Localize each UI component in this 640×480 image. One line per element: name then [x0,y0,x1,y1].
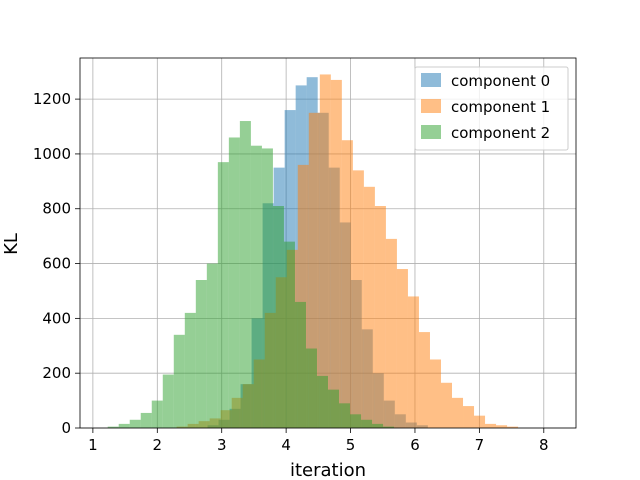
legend-swatch [421,73,441,87]
histogram-bar [151,400,163,428]
histogram-bar [474,415,486,428]
histogram-bar [339,403,351,428]
legend: component 0 component 1 component 2 [414,66,569,151]
y-tick-label: 800 [42,200,71,218]
y-tick-label: 1000 [33,145,71,163]
x-tick-label: 8 [539,436,549,454]
histogram-bar [383,426,395,428]
legend-label: component 2 [451,124,550,142]
histogram-bar [140,412,152,428]
x-tick-label: 6 [410,436,420,454]
histogram-bar [463,406,475,428]
histogram-bar [129,419,141,428]
histogram-bar [239,121,251,428]
histogram-bar [374,206,386,428]
y-tick-label: 0 [61,419,71,437]
histogram-bar [184,312,196,428]
plot-frame [79,57,577,429]
histogram-bar [173,334,185,428]
histogram-bar [319,74,331,428]
histogram-bar [118,423,130,428]
histogram-bar [352,170,364,429]
histogram-bar [485,423,497,428]
y-tick-label: 600 [42,255,71,273]
x-tick-label: 3 [217,436,227,454]
histogram-bars [107,74,519,429]
histogram-bar [418,332,430,428]
x-tick-label: 7 [475,436,485,454]
legend-swatch [421,99,441,113]
series-2-bars [107,121,395,429]
y-tick-label: 400 [42,309,71,327]
histogram-bar [341,140,353,428]
histogram-bar [294,301,306,428]
y-tick-label: 200 [42,364,71,382]
histogram-bar [250,145,262,428]
y-axis-label: KL [1,233,22,255]
histogram-bar [308,112,320,428]
histogram-bar [328,389,340,428]
legend-swatch [421,125,441,139]
histogram-bar [452,397,464,428]
histogram-bar [496,425,508,428]
x-tick-label: 4 [281,436,291,454]
histogram-bar [162,374,174,428]
x-tick-label: 5 [346,436,356,454]
histogram-bar [206,263,218,428]
histogram-bar [396,269,408,428]
histogram-bar [507,426,519,428]
histogram-bar [330,79,342,428]
histogram-bar [107,426,119,428]
histogram-bar [385,238,397,428]
histogram-bar [361,419,373,428]
histogram-bar [195,280,207,428]
histogram-bar [283,241,295,428]
histogram-bar [261,148,273,428]
legend-label: component 0 [451,72,550,90]
histogram-bar [316,375,328,428]
histogram-bar [272,206,284,428]
histogram-bar [429,359,441,428]
y-tick-label: 1200 [33,90,71,108]
histogram-bar [228,137,240,428]
histogram-bar [407,296,419,428]
x-tick-label: 2 [153,436,163,454]
histogram-bar [350,414,362,428]
histogram-bar [440,382,452,428]
legend-frame [414,66,569,151]
histogram-bar [297,164,309,428]
histogram-bar [305,348,317,428]
histogram-bar [363,186,375,428]
legend-label: component 1 [451,98,550,116]
x-axis-label: iteration [290,460,366,480]
histogram-bar [217,162,229,429]
histogram-bar [372,423,384,428]
x-tick-label: 1 [88,436,98,454]
axis-ticks: 1 2 3 4 5 6 7 8 0 200 400 600 800 1000 1200 [33,90,549,454]
